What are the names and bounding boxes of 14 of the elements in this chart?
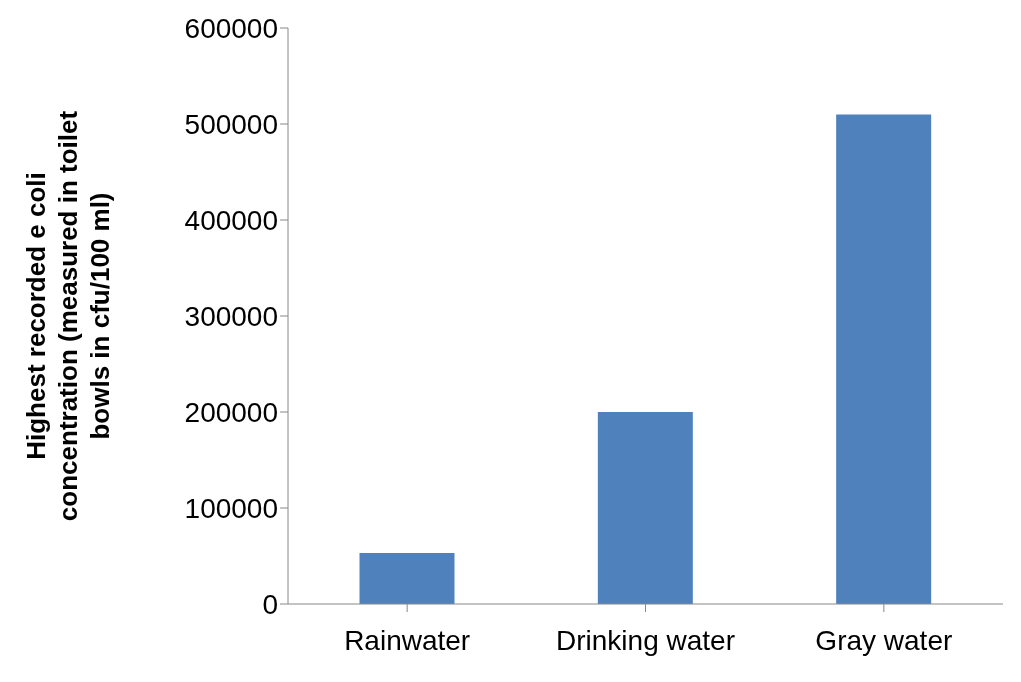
bar <box>597 412 693 604</box>
y-tick-label: 400000 <box>184 204 278 236</box>
y-tick-label: 200000 <box>184 396 278 428</box>
y-tick-label: 100000 <box>184 492 278 524</box>
x-tick-label: Gray water <box>815 624 953 656</box>
bar <box>359 553 455 604</box>
y-tick-label: 0 <box>262 588 278 620</box>
y-tick-label: 300000 <box>184 300 278 332</box>
x-tick-label: Rainwater <box>344 624 471 656</box>
y-tick-label: 500000 <box>184 108 278 140</box>
x-tick-label: Drinking water <box>556 624 735 656</box>
y-axis-title: Highest recorded e coli concentration (measured in toilet bowls in cfu/100 ml) <box>21 110 115 522</box>
bar <box>836 114 932 604</box>
y-tick-label: 600000 <box>184 12 278 44</box>
